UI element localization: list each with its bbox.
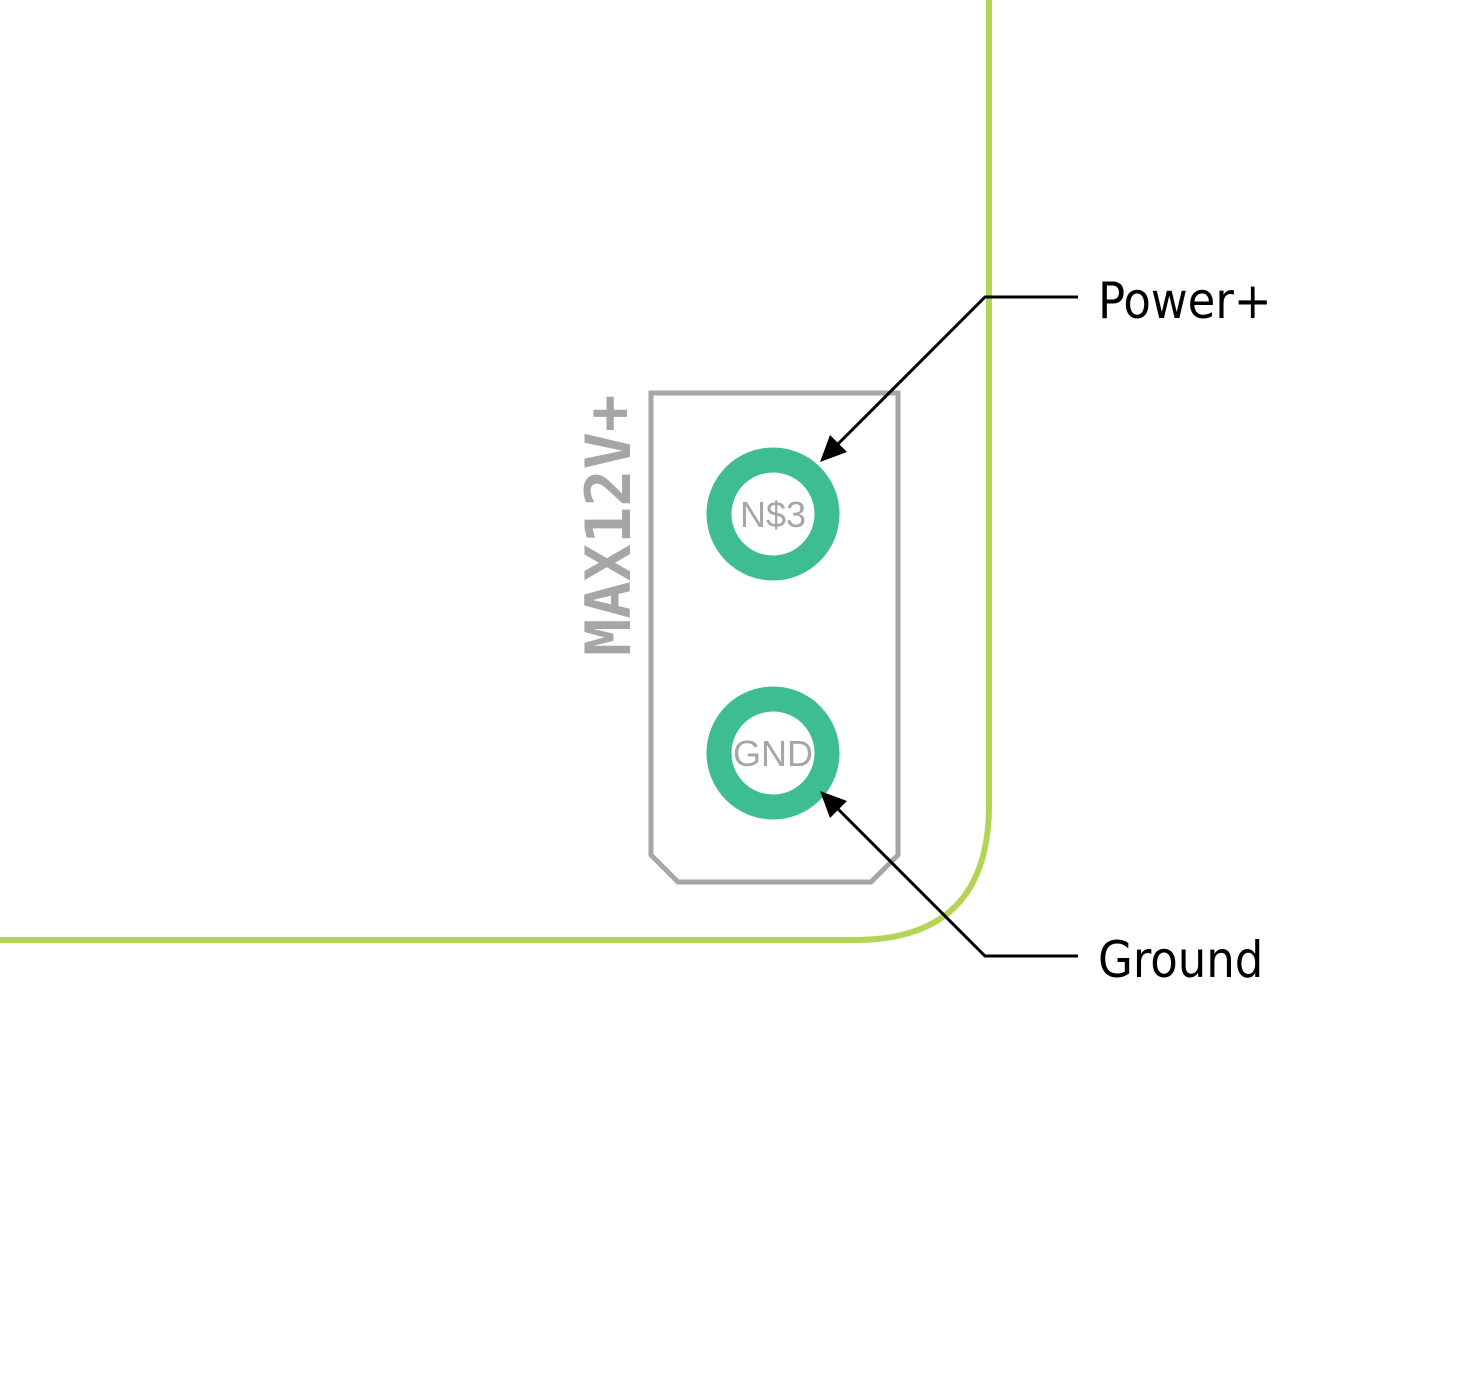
board-outline [0,0,992,943]
ground-callout: Ground [820,791,1263,989]
ground-arrowhead [820,791,847,818]
ground-callout-label: Ground [1098,931,1263,989]
power-arrowhead [820,435,847,462]
pad-ground-label: GND [733,733,813,774]
pad-power-ring [706,447,840,581]
pad-ground-ring [706,686,840,820]
connector-outline [648,390,901,885]
power-callout-label: Power+ [1098,272,1272,330]
pad-ground: GND [706,686,840,820]
connector-label: MAX12V+ [572,395,645,656]
power-leader-line [828,295,1078,454]
pad-power-label: N$3 [740,494,806,535]
power-callout: Power+ [820,272,1272,462]
ground-leader-line [828,799,1078,958]
pad-power: N$3 [706,447,840,581]
